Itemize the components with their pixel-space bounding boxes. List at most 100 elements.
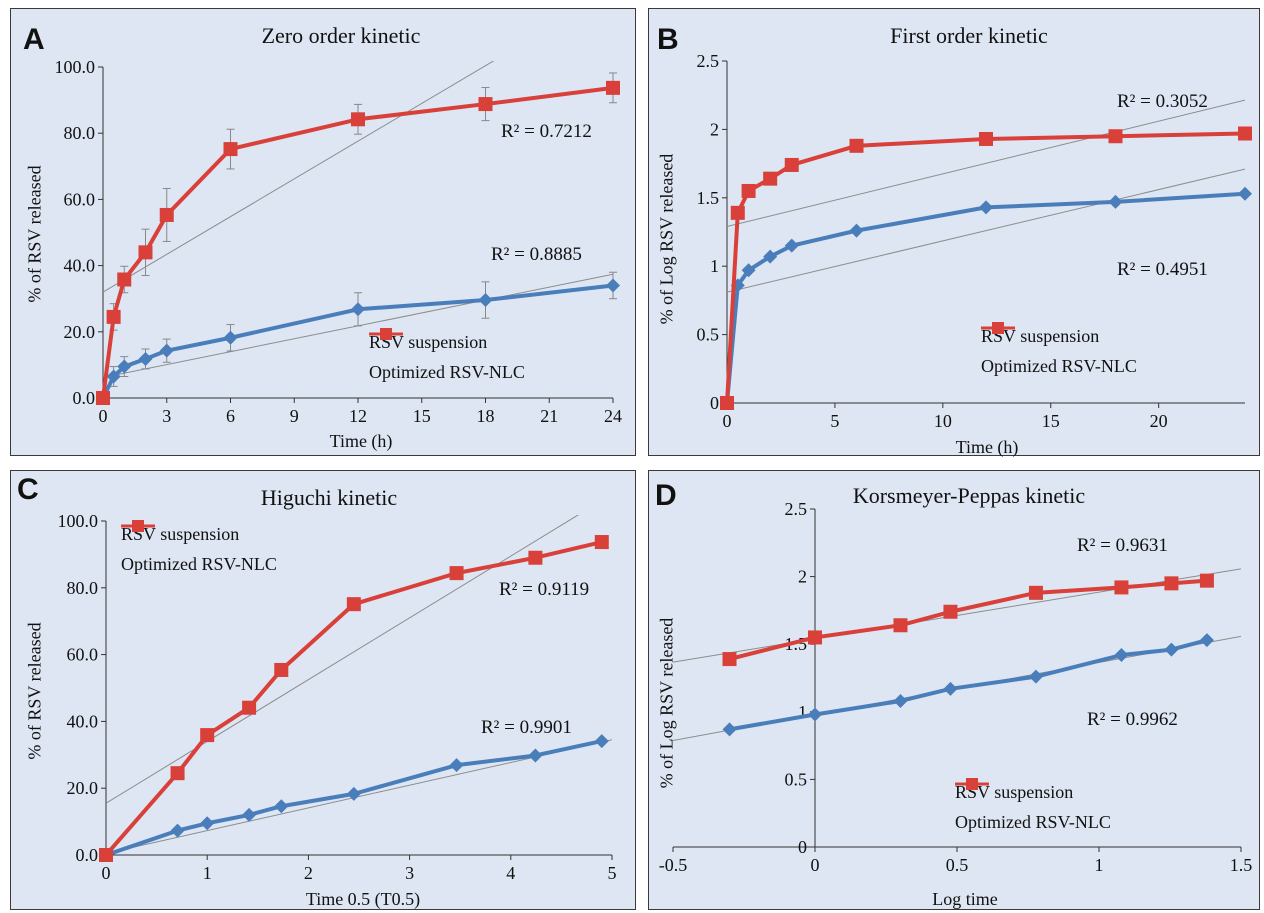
data-point xyxy=(449,758,464,773)
trendline xyxy=(727,168,1245,293)
panel-korsmeyer-peppas: 0 0.5 1 1.5 2 2.5 -0.5 0 0.5 1 1.5 D Korsmeyer-Pep… xyxy=(648,470,1260,910)
x-axis-title: Time (h) xyxy=(329,431,393,451)
r-squared-label: R² = 0.9119 xyxy=(499,579,590,600)
data-point xyxy=(763,171,778,186)
data-point xyxy=(1028,585,1043,600)
x-tick-label: 24 xyxy=(604,406,622,426)
legend-marker-square xyxy=(121,520,155,532)
y-tick-label: 0.5 xyxy=(785,769,808,789)
data-point xyxy=(200,816,215,831)
r-squared-label: R² = 0.8885 xyxy=(491,244,582,265)
r-squared-label: R² = 0.9631 xyxy=(1077,535,1168,556)
x-tick-label: 0 xyxy=(102,863,111,883)
data-point xyxy=(478,97,493,112)
x-axis-title: Time (h) xyxy=(955,437,1019,457)
chart-title: First order kinetic xyxy=(890,23,1048,48)
y-axis-title: % of RSV released xyxy=(24,165,45,303)
data-point xyxy=(1108,194,1123,209)
y-tick-label: 60.0 xyxy=(67,645,99,665)
data-point xyxy=(741,183,756,198)
legend-item: Optimized RSV-NLC xyxy=(955,778,1111,837)
data-point xyxy=(893,618,908,633)
chart-higuchi: 0.0 20.0 40.0 60.0 80.0 100.0 0 1 2 3 4 5 xyxy=(58,511,617,883)
data-point xyxy=(1199,633,1214,648)
y-tick-label: 80.0 xyxy=(64,123,96,143)
y-tick-label: 1 xyxy=(798,702,807,722)
data-point xyxy=(722,652,737,667)
x-tick-label: 10 xyxy=(934,411,952,431)
data-point xyxy=(478,293,493,308)
y-tick-label: 20.0 xyxy=(64,322,96,342)
x-tick-label: 9 xyxy=(290,406,299,426)
y-axis-title: % of Log RSV released xyxy=(656,153,677,325)
panel-letter: D xyxy=(655,479,677,512)
legend-label: Optimized RSV-NLC xyxy=(981,355,1137,376)
y-tick-label: 2.5 xyxy=(697,51,720,71)
legend-label: Optimized RSV-NLC xyxy=(955,811,1111,832)
r-squared-label: R² = 0.9962 xyxy=(1087,709,1178,730)
data-point xyxy=(594,734,609,749)
y-tick-label: 40.0 xyxy=(67,711,99,731)
data-point xyxy=(1114,648,1129,663)
data-point xyxy=(784,157,799,172)
data-point xyxy=(808,630,822,645)
legend-label: Optimized RSV-NLC xyxy=(121,553,277,574)
y-tick-label: 80.0 xyxy=(67,578,99,598)
r-squared-label: R² = 0.9901 xyxy=(481,717,572,738)
x-tick-label: 1.5 xyxy=(1230,855,1253,875)
data-point xyxy=(730,205,745,220)
data-point xyxy=(528,748,543,763)
y-tick-label: 1.5 xyxy=(697,188,720,208)
data-point xyxy=(96,391,110,405)
data-point xyxy=(117,272,132,287)
legend-label: RSV suspension xyxy=(955,781,1074,802)
data-point xyxy=(274,799,289,814)
legend: RSV suspension Optimized RSV-NLC xyxy=(369,327,525,387)
y-tick-label: 20.0 xyxy=(67,778,99,798)
data-point xyxy=(274,662,289,677)
chart-zero-order: 0.0 20.0 40.0 60.0 80.0 100.0 0 3 6 9 12 15 18 21 24 xyxy=(55,57,623,426)
data-point xyxy=(979,131,993,146)
panel-zero-order: 0.0 20.0 40.0 60.0 80.0 100.0 0 3 6 9 12 15 18 21 24 A… xyxy=(10,8,636,456)
r-squared-label: R² = 0.7212 xyxy=(501,121,592,142)
panel-letter: C xyxy=(17,473,39,506)
y-axis-title: % of Log RSV released xyxy=(656,617,677,789)
chart-title: Zero order kinetic xyxy=(261,23,421,48)
data-point xyxy=(1164,642,1179,657)
data-point xyxy=(606,278,620,293)
legend: RSV suspension Optimized RSV-NLC xyxy=(955,777,1111,837)
data-point xyxy=(1238,186,1252,201)
x-tick-label: 0 xyxy=(723,411,732,431)
data-point xyxy=(200,728,215,743)
x-tick-label: 0 xyxy=(811,855,820,875)
data-point xyxy=(528,550,543,565)
data-point xyxy=(138,351,153,366)
data-point xyxy=(1199,573,1214,588)
data-point xyxy=(99,848,113,862)
legend-item: Optimized RSV-NLC xyxy=(981,322,1137,381)
series-line xyxy=(729,578,1208,662)
y-tick-label: 60.0 xyxy=(64,189,96,209)
data-point xyxy=(159,343,174,358)
data-point xyxy=(346,597,361,612)
data-point xyxy=(223,142,238,157)
panel-higuchi: 0.0 20.0 40.0 60.0 80.0 100.0 0 1 2 3 4 5 C Higuchi… xyxy=(10,470,636,910)
data-point xyxy=(106,369,121,384)
legend-label: RSV suspension xyxy=(981,325,1100,346)
x-tick-label: 2 xyxy=(304,863,313,883)
data-point xyxy=(594,535,609,550)
data-point xyxy=(893,693,908,708)
trendline xyxy=(106,739,612,854)
data-point xyxy=(606,80,620,95)
data-point xyxy=(1238,126,1252,141)
y-tick-label: 2 xyxy=(798,567,807,587)
data-point xyxy=(351,302,365,317)
legend-label: Optimized RSV-NLC xyxy=(369,361,525,382)
data-point xyxy=(351,112,365,127)
y-tick-label: 40.0 xyxy=(64,256,96,276)
data-point xyxy=(346,786,361,801)
y-axis-title: % of RSV released xyxy=(24,622,45,760)
legend-marker-square xyxy=(981,322,1015,334)
data-point xyxy=(159,207,174,222)
data-point xyxy=(979,200,993,215)
